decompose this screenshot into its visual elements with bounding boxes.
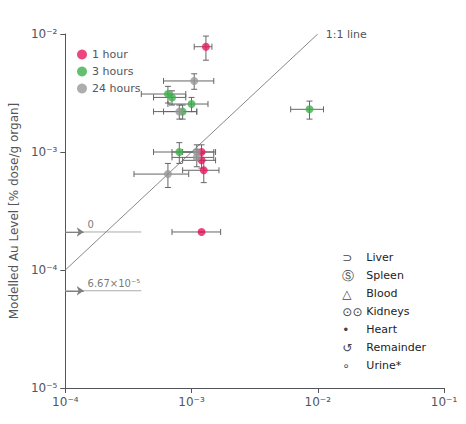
svg-text:10⁻¹: 10⁻¹ — [431, 395, 458, 409]
svg-text:1 hour: 1 hour — [92, 48, 128, 61]
svg-text:10⁻⁴: 10⁻⁴ — [52, 395, 79, 409]
svg-text:⊃: ⊃ — [342, 251, 352, 265]
svg-text:Heart: Heart — [366, 323, 397, 336]
svg-text:24 hours: 24 hours — [92, 82, 141, 95]
svg-text:△: △ — [342, 287, 352, 301]
svg-text:3 hours: 3 hours — [92, 65, 134, 78]
svg-text:10⁻⁴: 10⁻⁴ — [31, 263, 58, 277]
svg-text:Urine*: Urine* — [366, 359, 401, 372]
svg-text:•: • — [342, 323, 349, 337]
svg-text:⊙⊙: ⊙⊙ — [342, 305, 362, 319]
svg-text:Blood: Blood — [366, 287, 397, 300]
svg-text:10⁻³: 10⁻³ — [178, 395, 205, 409]
svg-text:Modelled Au Level [% dose/g or: Modelled Au Level [% dose/g organ] — [7, 103, 21, 320]
svg-text:1:1 line: 1:1 line — [326, 28, 367, 41]
svg-text:Remainder: Remainder — [366, 341, 426, 354]
svg-text:Kidneys: Kidneys — [366, 305, 410, 318]
svg-text:Spleen: Spleen — [366, 269, 404, 282]
svg-text:Ⓢ: Ⓢ — [342, 269, 354, 283]
svg-text:10⁻²: 10⁻² — [31, 27, 58, 41]
svg-text:∘: ∘ — [342, 359, 350, 373]
svg-text:10⁻³: 10⁻³ — [31, 145, 58, 159]
svg-text:↺: ↺ — [342, 341, 352, 355]
svg-text:10⁻⁵: 10⁻⁵ — [31, 381, 58, 395]
svg-text:Liver: Liver — [366, 251, 393, 264]
svg-text:0: 0 — [88, 219, 94, 230]
svg-text:6.67×10⁻⁵: 6.67×10⁻⁵ — [88, 278, 141, 289]
svg-text:10⁻²: 10⁻² — [305, 395, 332, 409]
